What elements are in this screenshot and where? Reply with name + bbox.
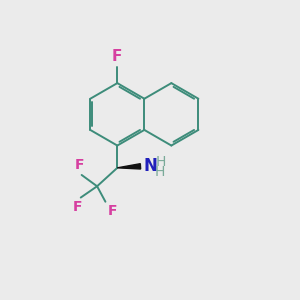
Text: F: F <box>74 158 84 172</box>
Text: F: F <box>108 204 117 218</box>
Text: F: F <box>72 200 82 214</box>
Text: F: F <box>112 50 122 64</box>
Polygon shape <box>117 164 141 169</box>
Text: H: H <box>155 154 166 169</box>
Text: N: N <box>143 157 157 175</box>
Text: H: H <box>155 165 165 179</box>
